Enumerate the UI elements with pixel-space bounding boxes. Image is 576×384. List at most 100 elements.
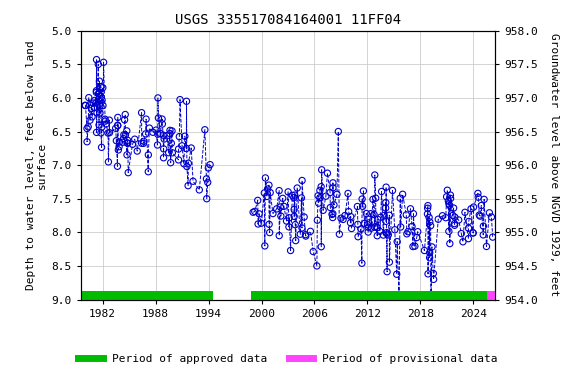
Point <box>429 276 438 282</box>
Point <box>321 193 331 199</box>
Point <box>384 232 393 238</box>
Point <box>328 215 338 221</box>
Point <box>164 150 173 156</box>
Point <box>180 133 190 139</box>
Point <box>87 105 96 111</box>
Point <box>358 203 367 209</box>
Point <box>328 185 338 191</box>
Point <box>122 128 131 134</box>
Point <box>313 193 323 199</box>
Point <box>98 103 108 109</box>
Point <box>388 187 397 194</box>
Point <box>263 186 272 192</box>
Point <box>276 204 285 210</box>
Point <box>336 215 346 221</box>
Point <box>427 244 437 250</box>
Point <box>393 238 402 245</box>
Point <box>94 91 103 97</box>
Point <box>113 122 122 128</box>
Point <box>143 169 153 175</box>
Point <box>467 206 476 212</box>
Point <box>353 204 362 210</box>
Point <box>257 220 266 226</box>
Point <box>253 197 262 204</box>
Point <box>113 122 122 129</box>
Point <box>265 230 274 236</box>
Point <box>195 187 204 193</box>
Point <box>158 132 168 138</box>
Point <box>381 200 391 206</box>
Point <box>166 140 176 146</box>
Point <box>88 114 97 120</box>
Point <box>371 195 380 201</box>
Point <box>325 189 335 195</box>
Point <box>425 219 434 225</box>
Point <box>457 230 466 237</box>
Point <box>206 162 215 168</box>
Point <box>153 95 162 101</box>
Point <box>176 96 185 103</box>
Point <box>262 193 271 199</box>
Point <box>363 222 372 228</box>
Point <box>99 59 108 65</box>
Point <box>285 215 294 221</box>
Point <box>94 90 103 96</box>
Point <box>115 139 124 145</box>
Point <box>363 229 373 235</box>
Point <box>312 263 321 269</box>
Point <box>157 116 166 122</box>
Point <box>420 247 429 253</box>
Point <box>458 239 468 245</box>
Point <box>94 97 103 103</box>
Point <box>113 163 122 169</box>
Point <box>380 212 389 218</box>
Point <box>468 230 478 236</box>
Point <box>179 161 188 167</box>
Point <box>264 182 274 188</box>
Point <box>181 146 191 152</box>
Point <box>315 187 324 194</box>
Point <box>120 111 130 118</box>
Point <box>151 127 161 133</box>
Point <box>89 100 98 106</box>
Point <box>444 228 453 234</box>
Point <box>446 195 455 202</box>
Point <box>306 228 315 234</box>
Point <box>177 143 187 149</box>
Point <box>202 195 211 202</box>
Point <box>123 140 132 146</box>
Point <box>297 177 306 184</box>
Point <box>159 146 168 152</box>
Point <box>90 104 99 111</box>
Point <box>328 211 338 217</box>
Point <box>370 224 379 230</box>
Point <box>165 131 175 137</box>
Point <box>260 190 269 196</box>
Point <box>204 165 213 171</box>
Point <box>317 243 326 250</box>
Point <box>406 206 415 212</box>
Point <box>346 220 355 226</box>
Point <box>141 131 150 137</box>
Point <box>297 225 306 231</box>
Y-axis label: Depth to water level, feet below land
surface: Depth to water level, feet below land su… <box>25 40 47 290</box>
Point <box>460 209 469 215</box>
Point <box>365 220 374 226</box>
Point <box>359 188 368 194</box>
Y-axis label: Groundwater level above NGVD 1929, feet: Groundwater level above NGVD 1929, feet <box>550 33 559 297</box>
Point <box>441 215 450 221</box>
Point <box>315 195 324 201</box>
Point <box>122 152 131 158</box>
Legend: Period of approved data, Period of provisional data: Period of approved data, Period of provi… <box>78 353 498 364</box>
Point <box>200 127 210 133</box>
Point <box>382 231 392 237</box>
Point <box>335 231 344 237</box>
Point <box>373 233 382 239</box>
Point <box>97 97 107 103</box>
Point <box>382 269 392 275</box>
Point <box>473 190 483 197</box>
Point <box>325 204 335 210</box>
Point <box>295 231 305 237</box>
Point <box>464 225 473 231</box>
Point <box>111 125 120 131</box>
